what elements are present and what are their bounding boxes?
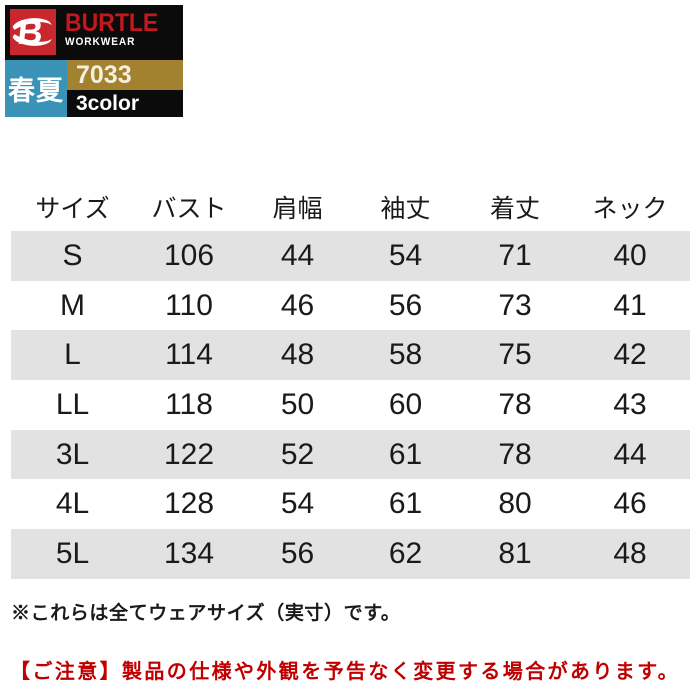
svg-text:B: B: [16, 13, 45, 52]
